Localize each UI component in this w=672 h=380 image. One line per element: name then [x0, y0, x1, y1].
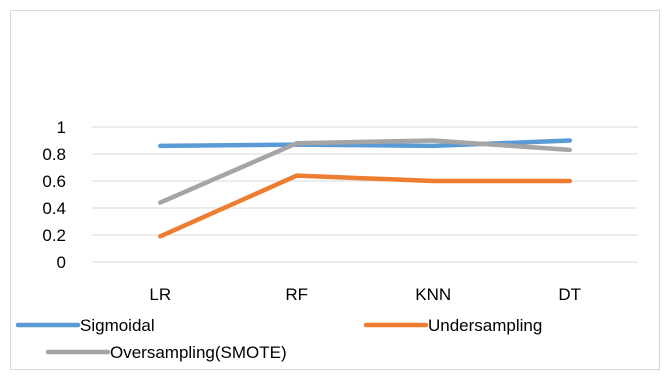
legend: Sigmoidal Undersampling Oversampling(SMOTE… [15, 316, 542, 362]
x-tick-label: RF [285, 285, 308, 304]
y-tick-label: 0.6 [42, 172, 66, 191]
series-line-oversampling-smote [158, 138, 573, 205]
legend-label-sigmoidal: Sigmoidal [80, 316, 155, 335]
series-lines [158, 138, 573, 239]
chart-area [10, 10, 660, 370]
x-tick-label: KNN [415, 285, 451, 304]
legend-label-oversampling-smote: Oversampling(SMOTE) [110, 343, 287, 362]
y-tick-label: 0.8 [42, 145, 66, 164]
gridlines [92, 126, 638, 263]
series-line-undersampling [158, 173, 573, 239]
y-tick-label: 1 [57, 118, 66, 137]
y-tick-label: 0 [57, 253, 66, 272]
x-axis-ticks: LR RF KNN DT [149, 285, 581, 304]
y-tick-label: 0.4 [42, 199, 66, 218]
x-tick-label: LR [149, 285, 171, 304]
legend-label-undersampling: Undersampling [428, 316, 542, 335]
y-axis-ticks: 0 0.2 0.4 0.6 0.8 1 [42, 118, 66, 272]
y-tick-label: 0.2 [42, 226, 66, 245]
x-tick-label: DT [558, 285, 581, 304]
